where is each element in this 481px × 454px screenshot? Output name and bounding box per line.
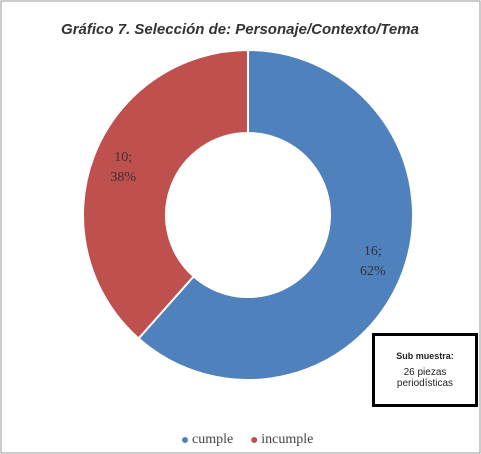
legend-label: incumple	[261, 432, 313, 447]
data-label: 10; 38%	[110, 149, 136, 185]
data-label: 16; 62%	[359, 244, 386, 280]
donut-slice	[82, 48, 249, 340]
annotation-heading: Sub muestra:	[396, 351, 454, 361]
legend-swatch	[251, 437, 258, 443]
legend-swatch	[182, 437, 188, 443]
annotation-text: 26 piezas periodísticas	[396, 367, 454, 389]
donut-slice	[137, 48, 414, 381]
annotation-box: Sub muestra: 26 piezas periodísticas	[372, 333, 478, 407]
legend-label: cumple	[192, 432, 233, 447]
chart-title: Gráfico 7. Selección de: Personaje/Conte…	[61, 21, 419, 38]
